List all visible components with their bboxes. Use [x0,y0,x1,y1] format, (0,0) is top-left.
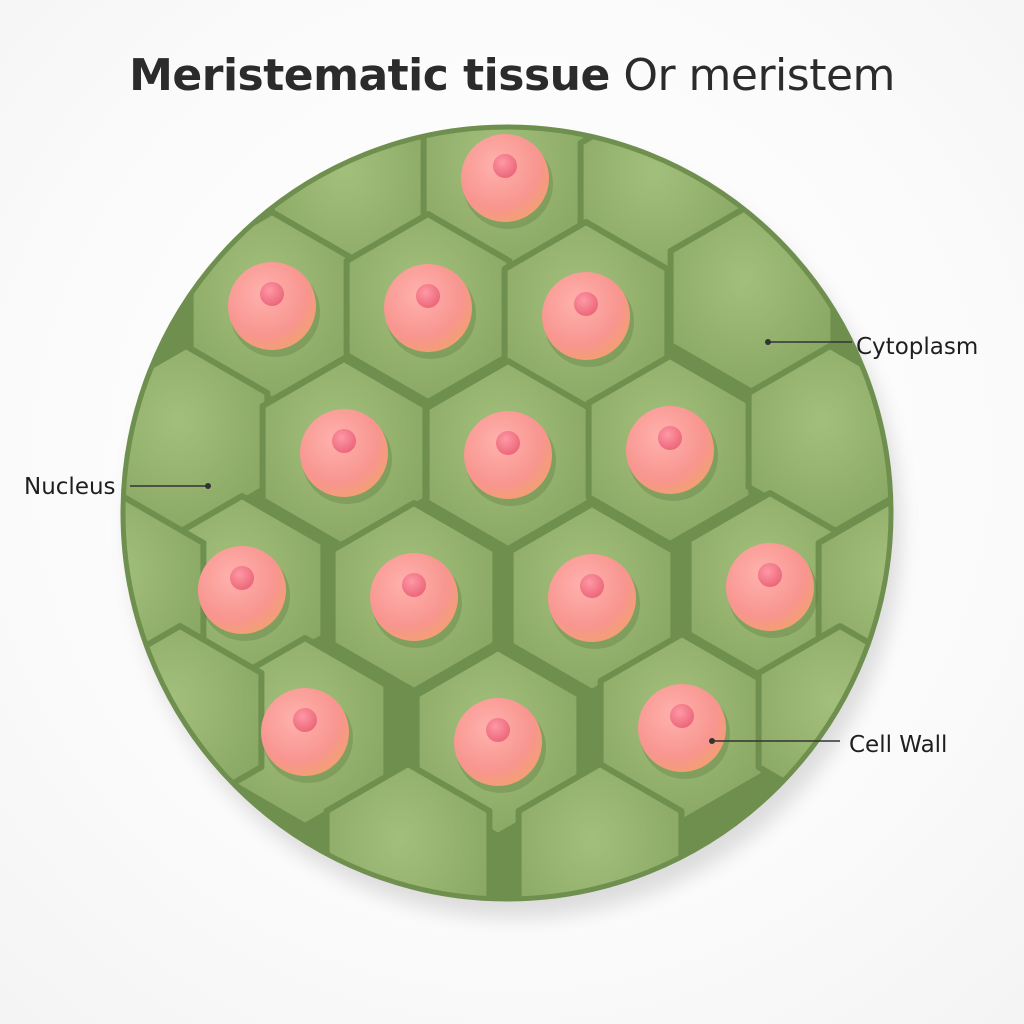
nucleus [726,543,818,638]
nucleolus [658,426,682,450]
nucleolus [293,708,317,732]
nucleolus [230,566,254,590]
nucleolus [486,718,510,742]
cell [515,761,685,901]
nucleus [464,411,556,506]
nucleus [198,546,290,641]
nucleus-leader-dot [205,483,211,489]
cell-wall-leader-dot [709,738,715,744]
nucleus [542,272,634,367]
nucleus [228,262,320,357]
cell-wall-label: Cell Wall [849,732,947,758]
nucleus [638,684,730,779]
nucleolus [402,573,426,597]
tissue-rim [120,124,894,902]
nucleolus [758,563,782,587]
cytoplasm-label: Cytoplasm [856,334,978,360]
nucleus [454,698,546,793]
nucleus [461,134,553,229]
nucleus [261,688,353,783]
title-regular: Or meristem [623,50,895,101]
nucleolus [574,292,598,316]
nucleus-layer [198,134,818,793]
cell [323,761,493,901]
nucleolus [332,429,356,453]
nucleolus [580,574,604,598]
nucleus [370,553,462,648]
nucleolus [670,704,694,728]
nucleolus [496,431,520,455]
nucleolus [260,282,284,306]
nucleus-label: Nucleus [24,474,116,500]
title-bold: Meristematic tissue [129,50,610,101]
nucleolus [493,154,517,178]
nucleolus [416,284,440,308]
nucleus [300,409,392,504]
nucleus [626,406,718,501]
nucleus [548,554,640,649]
diagram-title: Meristematic tissue Or meristem [0,50,1024,101]
cytoplasm-leader-dot [765,339,771,345]
nucleus [384,264,476,359]
